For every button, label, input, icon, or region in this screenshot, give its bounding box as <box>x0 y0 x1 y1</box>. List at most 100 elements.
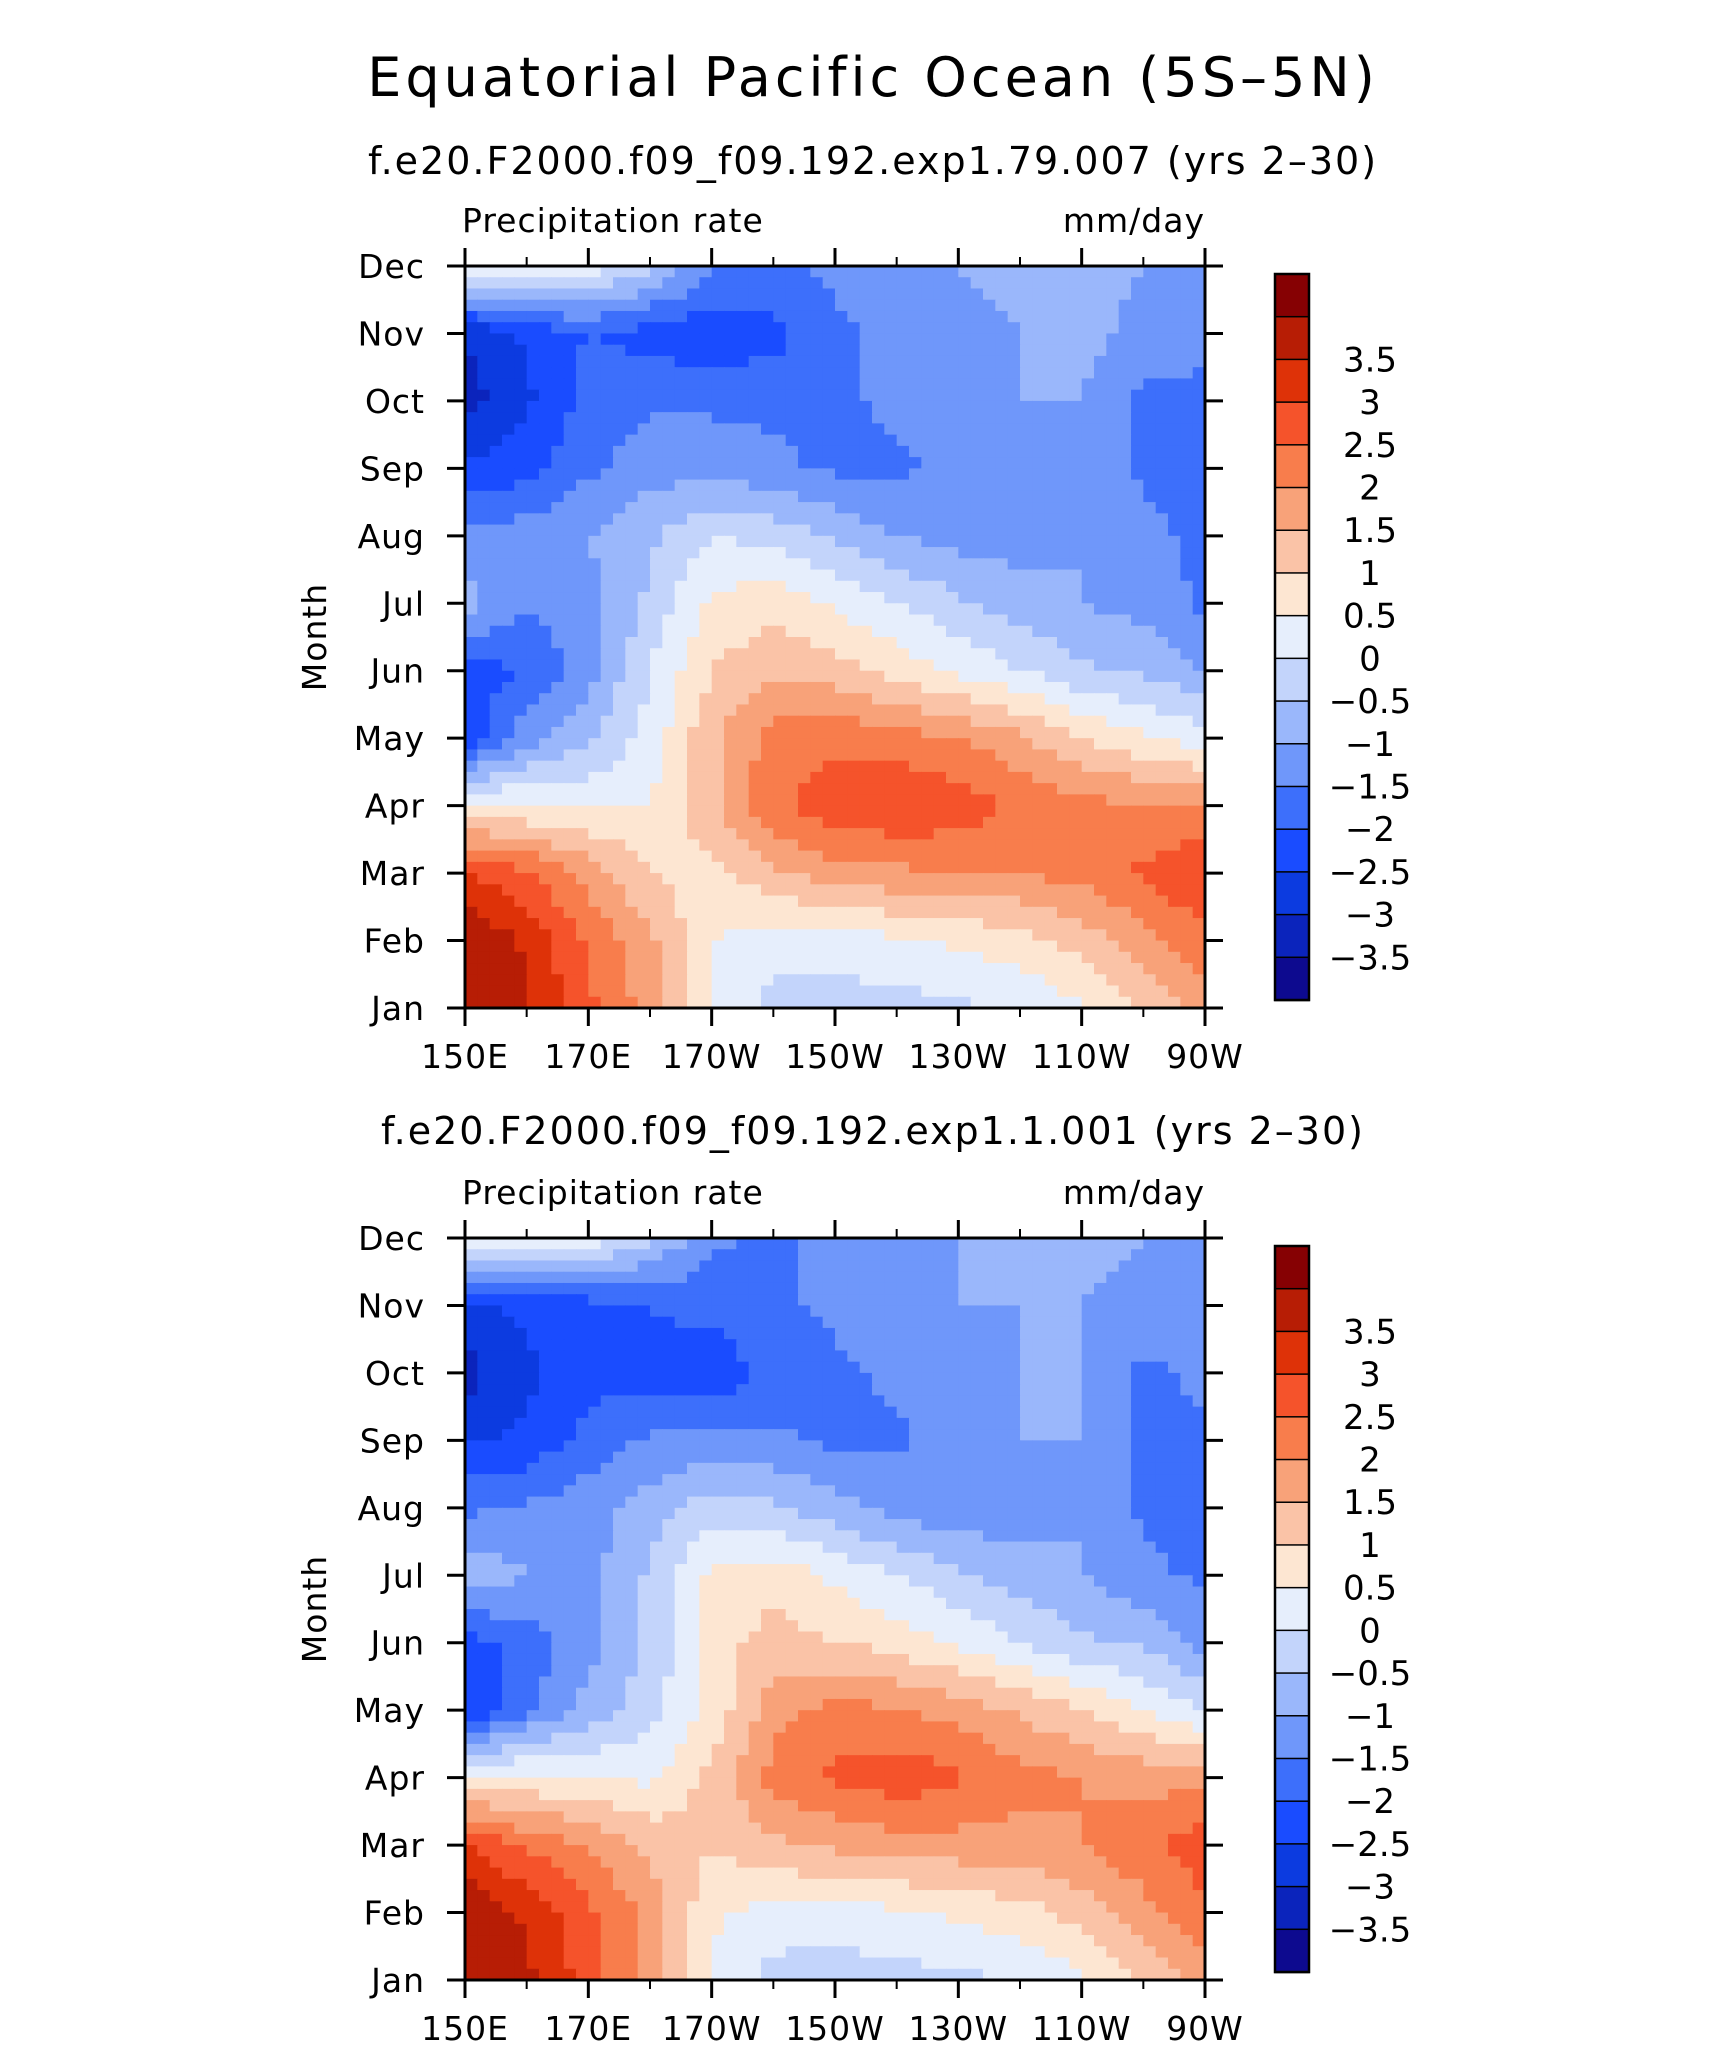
heatmap-cell <box>1020 524 1033 537</box>
heatmap-cell <box>822 1327 836 1340</box>
heatmap-cell <box>1094 726 1107 739</box>
heatmap-cell <box>785 828 799 840</box>
heatmap-cell <box>995 681 1009 694</box>
heatmap-cell <box>946 1339 959 1352</box>
heatmap-cell <box>835 1350 848 1363</box>
heatmap-cell <box>921 490 935 503</box>
heatmap-cell <box>761 288 774 301</box>
heatmap-cell <box>1180 367 1194 380</box>
heatmap-cell <box>674 1395 688 1408</box>
heatmap-cell <box>551 726 565 739</box>
heatmap-cell <box>539 479 552 492</box>
heatmap-cell <box>995 614 1009 627</box>
heatmap-cell <box>761 839 774 852</box>
heatmap-cell <box>921 951 935 964</box>
heatmap-cell <box>637 895 651 908</box>
heatmap-cell <box>847 940 861 953</box>
heatmap-cell <box>810 1327 824 1340</box>
heatmap-cell <box>995 873 1009 885</box>
heatmap-cell <box>650 603 663 616</box>
heatmap-cell <box>748 715 762 728</box>
heatmap-cell <box>1143 637 1157 649</box>
heatmap-cell <box>995 1238 1009 1250</box>
heatmap-cell <box>872 1260 885 1273</box>
heatmap-cell <box>662 603 676 616</box>
colorbar-label: −1 <box>1345 725 1395 765</box>
heatmap-cell <box>761 715 774 728</box>
heatmap-cell <box>687 771 700 784</box>
heatmap-cell <box>1020 760 1033 773</box>
heatmap-cell <box>773 873 787 885</box>
heatmap-cell <box>1069 996 1083 1009</box>
heatmap-cell <box>1081 715 1095 728</box>
heatmap-cell <box>563 344 577 357</box>
heatmap-cell <box>699 794 713 807</box>
heatmap-cell <box>896 850 910 863</box>
heatmap-cell <box>650 951 663 964</box>
heatmap-cell <box>884 592 898 604</box>
heatmap-cell <box>1168 929 1181 942</box>
heatmap-cell <box>958 681 972 694</box>
heatmap-cell <box>1044 861 1058 874</box>
heatmap-cell <box>711 805 725 818</box>
heatmap-cell <box>896 1339 910 1352</box>
heatmap-cell <box>526 1395 540 1408</box>
heatmap-cell <box>761 400 774 413</box>
heatmap-cell <box>637 839 651 852</box>
heatmap-cell <box>576 1282 589 1295</box>
heatmap-cell <box>983 513 996 526</box>
heatmap-cell <box>576 502 589 514</box>
heatmap-cell <box>650 648 663 661</box>
heatmap-cell <box>1106 580 1120 593</box>
heatmap-cell <box>736 1384 750 1396</box>
heatmap-cell <box>1094 738 1107 751</box>
heatmap-cell <box>1180 513 1194 526</box>
heatmap-cell <box>946 1238 959 1250</box>
heatmap-cell <box>625 513 639 526</box>
heatmap-cell <box>674 906 688 919</box>
heatmap-cell <box>958 659 972 672</box>
heatmap-cell <box>1155 918 1169 930</box>
heatmap-cell <box>1069 816 1083 829</box>
heatmap-cell <box>748 1361 762 1374</box>
heatmap-cell <box>674 1339 688 1352</box>
heatmap-cell <box>933 445 947 458</box>
heatmap-cell <box>1057 974 1070 987</box>
heatmap-cell <box>1131 861 1144 874</box>
heatmap-cell <box>958 1238 972 1250</box>
heatmap-cell <box>674 614 688 627</box>
heatmap-cell <box>748 940 762 953</box>
heatmap-cell <box>1020 1271 1033 1284</box>
heatmap-cell <box>761 648 774 661</box>
heatmap-cell <box>489 839 503 852</box>
heatmap-cell <box>1007 479 1021 492</box>
heatmap-cell <box>810 873 824 885</box>
heatmap-cell <box>909 974 922 987</box>
heatmap-cell <box>884 547 898 559</box>
heatmap-cell <box>724 490 737 503</box>
heatmap-cell <box>1020 592 1033 604</box>
heatmap-cell <box>662 1260 676 1273</box>
heatmap-cell <box>822 940 836 953</box>
heatmap-cell <box>810 524 824 537</box>
heatmap-cell <box>946 266 959 278</box>
heatmap-cell <box>995 299 1009 312</box>
heatmap-cell <box>1020 299 1033 312</box>
heatmap-cell <box>699 310 713 323</box>
heatmap-cell <box>958 873 972 885</box>
heatmap-cell <box>872 558 885 571</box>
heatmap-cell <box>810 1282 824 1295</box>
heatmap-cell <box>576 378 589 391</box>
heatmap-cell <box>1118 547 1132 559</box>
heatmap-cell <box>477 951 491 964</box>
heatmap-cell <box>687 884 700 897</box>
heatmap-cell <box>674 322 688 335</box>
heatmap-cell <box>1131 1316 1144 1329</box>
heatmap-cell <box>748 749 762 762</box>
heatmap-cell <box>970 726 984 739</box>
heatmap-cell <box>526 592 540 604</box>
heatmap-cell <box>600 1350 614 1363</box>
heatmap-cell <box>514 468 528 481</box>
heatmap-cell <box>526 738 540 751</box>
heatmap-cell <box>502 310 515 323</box>
